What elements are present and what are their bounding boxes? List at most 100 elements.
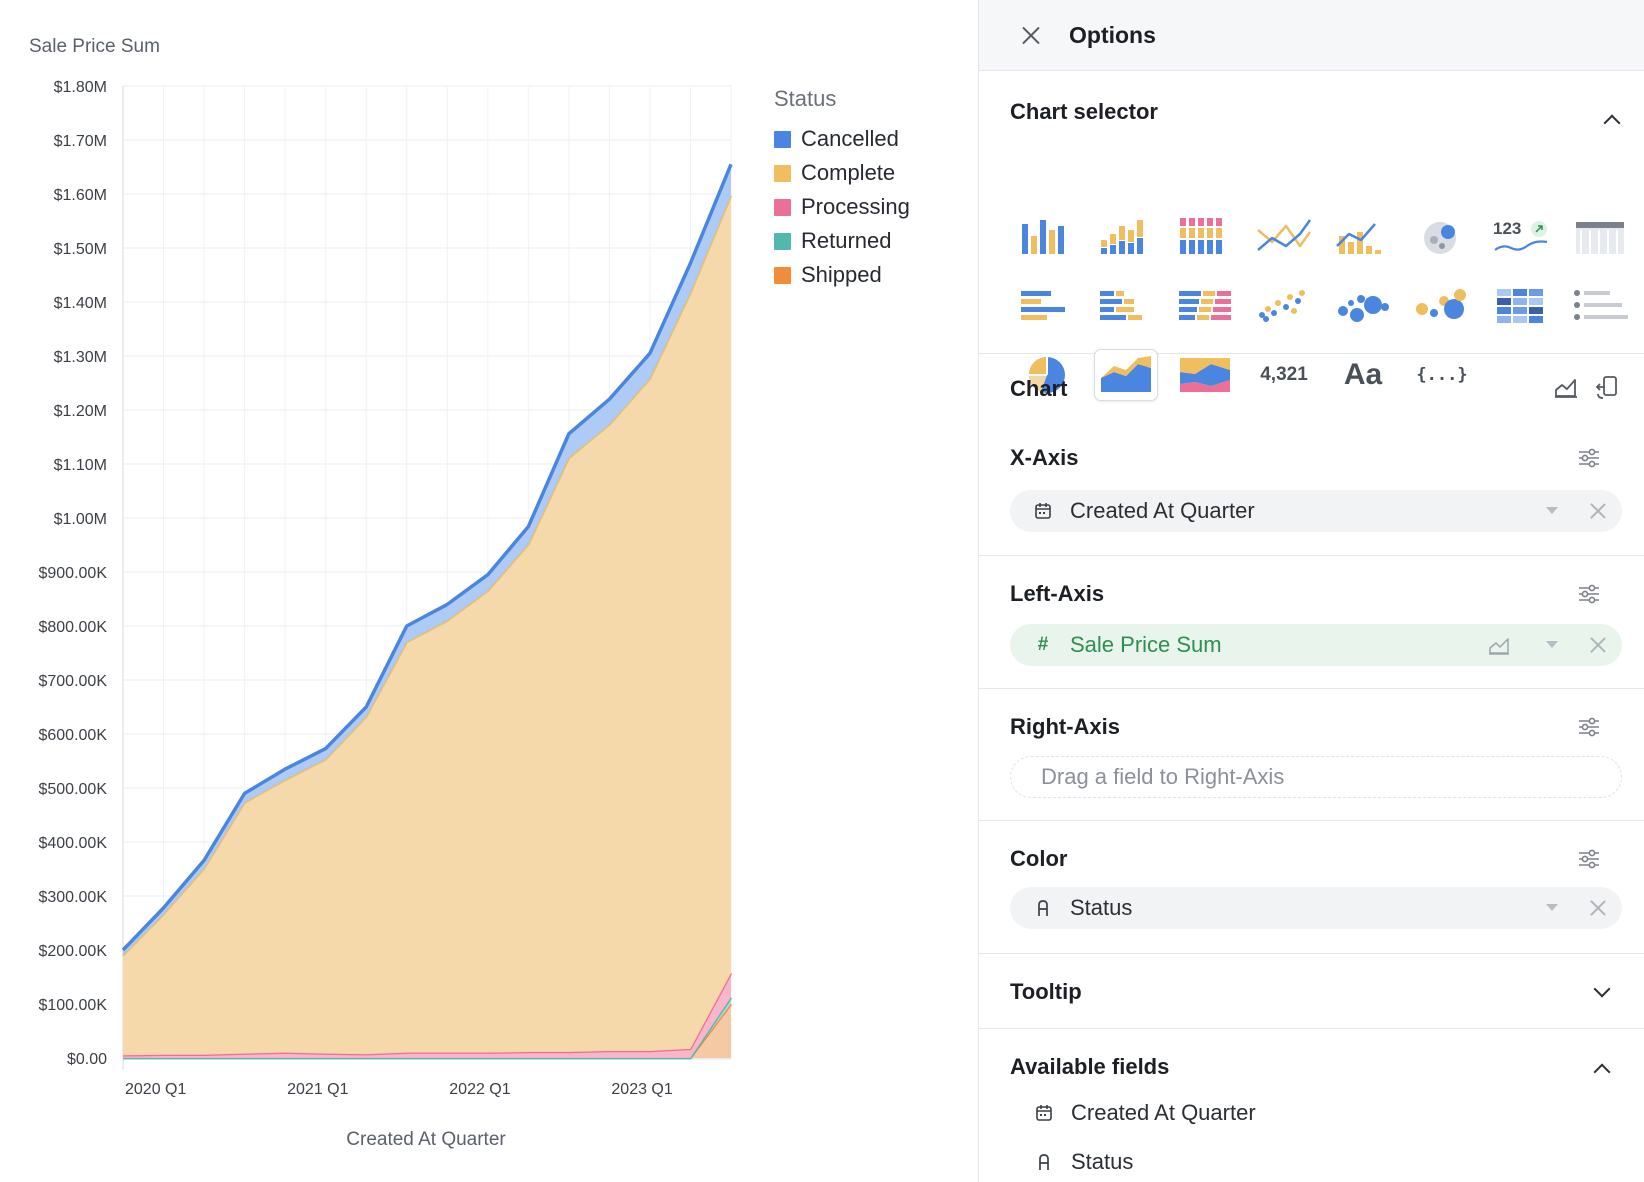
y-tick-label: $500.00K <box>38 781 107 798</box>
legend: Status Cancelled Complete Processing Return… <box>774 86 974 292</box>
stacked-bar-chart-icon[interactable] <box>1094 211 1158 263</box>
legend-label: Complete <box>801 160 896 185</box>
x-axis-title: Created At Quarter <box>346 1129 506 1150</box>
remove-icon[interactable] <box>1588 635 1608 655</box>
legend-item-complete[interactable]: Complete <box>774 156 974 190</box>
x-axis-field-label: Created At Quarter <box>1070 498 1255 523</box>
swap-axes-icon[interactable] <box>1594 374 1620 400</box>
stacked-horizontal-bar-100-graphic <box>1179 291 1231 320</box>
legend-item-shipped[interactable]: Shipped <box>774 258 974 292</box>
remove-icon[interactable] <box>1588 898 1608 918</box>
available-field-item[interactable]: Status <box>1035 1149 1133 1175</box>
sliders-icon[interactable] <box>1578 717 1600 737</box>
color-section: Color Status <box>979 821 1644 954</box>
tooltip-section[interactable]: Tooltip <box>979 954 1644 1029</box>
geo-chart-icon[interactable] <box>1410 211 1474 263</box>
bar-line-chart-icon[interactable] <box>1331 211 1395 263</box>
y-tick-label: $200.00K <box>38 943 107 960</box>
available-fields-title: Available fields <box>1010 1054 1170 1079</box>
x-tick-label: 2023 Q1 <box>611 1081 672 1098</box>
heatmap-graphic <box>1497 289 1543 323</box>
text-chart-icon[interactable]: Aa <box>1331 349 1395 401</box>
chevron-up-icon[interactable] <box>1593 1063 1611 1081</box>
right-axis-dropzone[interactable]: Drag a field to Right-Axis <box>1010 756 1622 798</box>
stacked-horizontal-bar-chart-icon[interactable] <box>1094 280 1158 332</box>
x-tick-label: 2022 Q1 <box>449 1081 510 1098</box>
y-tick-label: $700.00K <box>38 673 107 690</box>
remove-icon[interactable] <box>1588 501 1608 521</box>
text-chart-label: Aa <box>1343 358 1383 391</box>
legend-item-processing[interactable]: Processing <box>774 190 974 224</box>
number-trend-chart-icon[interactable]: 123 <box>1489 211 1553 263</box>
axis-ticks: $0.00 $100.00K $200.00K $300.00K $400.00K $50… <box>38 79 672 1098</box>
chevron-down-icon[interactable] <box>1593 980 1611 998</box>
hash-icon: # <box>1037 634 1049 655</box>
chart-selector-title: Chart selector <box>1010 99 1158 124</box>
legend-item-returned[interactable]: Returned <box>774 224 974 258</box>
pie-chart-icon[interactable] <box>1015 349 1079 401</box>
x-axis-field-pill[interactable]: Created At Quarter <box>1010 490 1622 532</box>
table-chart-icon[interactable] <box>1568 211 1632 263</box>
calendar-icon <box>1036 1105 1052 1121</box>
list-graphic <box>1574 290 1628 320</box>
stacked-bar-graphic <box>1101 220 1143 254</box>
number-chart-icon[interactable]: 4,321 <box>1252 349 1316 401</box>
scatter-graphic <box>1259 290 1305 322</box>
sliders-icon[interactable] <box>1578 849 1600 869</box>
number-trend-graphic: 123 <box>1493 219 1548 251</box>
close-icon[interactable] <box>1019 23 1043 47</box>
chevron-down-icon[interactable] <box>1546 904 1558 911</box>
y-tick-label: $1.70M <box>54 133 107 150</box>
legend-label: Returned <box>801 228 892 253</box>
right-axis-title-label: Right-Axis <box>1010 714 1120 739</box>
bubble-chart-icon[interactable] <box>1331 280 1395 332</box>
color-field-label: Status <box>1070 895 1133 920</box>
heatmap-chart-icon[interactable] <box>1489 280 1553 332</box>
stacked-area-chart-icon[interactable] <box>1173 349 1237 401</box>
y-tick-label: $300.00K <box>38 889 107 906</box>
line-chart-icon[interactable] <box>1252 211 1316 263</box>
area-series <box>121 163 733 1060</box>
area-chart-icon[interactable] <box>1554 376 1578 400</box>
area-chart-icon[interactable] <box>1094 349 1158 401</box>
pie-graphic <box>1029 357 1065 393</box>
y-tick-label: $1.00M <box>54 511 107 528</box>
horizontal-bar-graphic <box>1021 291 1065 320</box>
geo-graphic <box>1424 222 1456 254</box>
available-field-item[interactable]: Created At Quarter <box>1035 1100 1256 1126</box>
bar-chart-icon[interactable] <box>1015 211 1079 263</box>
json-chart-icon[interactable]: {...} <box>1410 349 1474 401</box>
legend-item-cancelled[interactable]: Cancelled <box>774 122 974 156</box>
y-tick-label: $1.40M <box>54 295 107 312</box>
stacked-horizontal-bar-100-chart-icon[interactable] <box>1173 280 1237 332</box>
line-graphic <box>1257 219 1312 251</box>
chevron-down-icon[interactable] <box>1546 641 1558 648</box>
left-axis-field-pill[interactable]: # Sale Price Sum <box>1010 624 1622 666</box>
right-axis-section: Right-Axis Drag a field to Right-Axis <box>979 689 1644 821</box>
chart-section-title: Chart <box>1010 376 1068 401</box>
chevron-down-icon[interactable] <box>1546 507 1558 514</box>
bar-graphic <box>1022 220 1064 254</box>
left-axis-field-label: Sale Price Sum <box>1070 632 1222 657</box>
sliders-icon[interactable] <box>1578 584 1600 604</box>
legend-label: Shipped <box>801 262 882 287</box>
bubble-color-graphic <box>1416 289 1466 319</box>
left-axis-title-label: Left-Axis <box>1010 581 1105 606</box>
horizontal-bar-chart-icon[interactable] <box>1015 280 1079 332</box>
calendar-icon <box>1035 503 1051 519</box>
area-chart-icon[interactable] <box>1488 635 1510 655</box>
list-chart-icon[interactable] <box>1568 280 1632 332</box>
scatter-chart-icon[interactable] <box>1252 280 1316 332</box>
y-tick-label: $900.00K <box>38 565 107 582</box>
x-axis-title-label: X-Axis <box>1010 445 1079 470</box>
y-tick-label: $1.30M <box>54 349 107 366</box>
stacked-bar-100-chart-icon[interactable] <box>1173 211 1237 263</box>
text-type-icon <box>1039 1154 1049 1170</box>
color-field-pill[interactable]: Status <box>1010 887 1622 929</box>
stacked-bar-100-graphic <box>1180 218 1222 254</box>
panel-title: Options <box>1069 21 1156 48</box>
bubble-color-chart-icon[interactable] <box>1410 280 1474 332</box>
sliders-icon[interactable] <box>1578 448 1600 468</box>
chart-area: $0.00 $100.00K $200.00K $300.00K $400.00K $50… <box>29 36 974 1150</box>
legend-swatch <box>774 232 791 250</box>
